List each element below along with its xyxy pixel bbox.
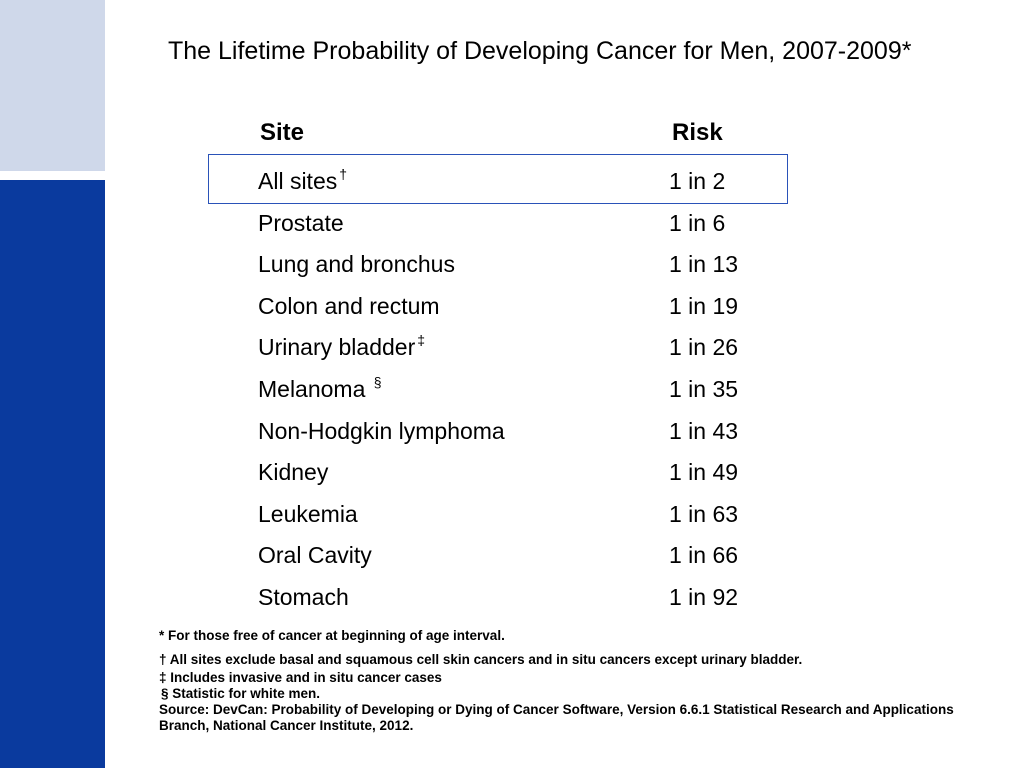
site-name: Colon and rectum [258, 292, 440, 319]
risk-table: All sites † 1 in 2 Prostate 1 in 6 Lung a… [258, 164, 818, 622]
table-row: Leukemia 1 in 63 [258, 497, 818, 539]
site-name: Kidney [258, 459, 329, 486]
table-row: Melanoma § 1 in 35 [258, 372, 818, 414]
site-name: Lung and bronchus [258, 251, 455, 278]
risk-value: 1 in 49 [669, 459, 739, 486]
footnote-mark: ‡ [417, 332, 426, 349]
table-row: Oral Cavity 1 in 66 [258, 538, 818, 580]
risk-value: 1 in 35 [669, 375, 739, 402]
site-name: Oral Cavity [258, 542, 372, 569]
column-header-site: Site [260, 119, 305, 146]
risk-value: 1 in 66 [669, 542, 739, 569]
decorative-band-light [0, 0, 105, 171]
footnote-includes: ‡ Includes invasive and in situ cancer c… [159, 670, 442, 685]
table-row: All sites † 1 in 2 [258, 164, 818, 206]
risk-value: 1 in 13 [669, 251, 739, 278]
all-sites-highlight-box [208, 154, 788, 204]
footnote-mark: § [373, 373, 382, 390]
column-header-risk: Risk [672, 119, 723, 146]
site-name: Urinary bladder ‡ [258, 332, 426, 361]
site-name: Melanoma § [258, 373, 382, 402]
risk-value: 1 in 92 [669, 583, 739, 610]
site-name: Stomach [258, 583, 349, 610]
table-row: Colon and rectum 1 in 19 [258, 289, 818, 331]
table-row: Prostate 1 in 6 [258, 206, 818, 248]
site-name: Leukemia [258, 500, 358, 527]
table-row: Stomach 1 in 92 [258, 580, 818, 622]
risk-value: 1 in 63 [669, 500, 739, 527]
footnote-source: Source: DevCan: Probability of Developin… [159, 702, 954, 733]
site-name: Non-Hodgkin lymphoma [258, 417, 505, 444]
decorative-band-dark [0, 180, 105, 768]
risk-value: 1 in 26 [669, 334, 739, 361]
site-name: All sites † [258, 166, 348, 194]
risk-value: 1 in 6 [669, 209, 726, 236]
risk-value: 1 in 43 [669, 417, 739, 444]
footnote-all-sites: † All sites exclude basal and squamous c… [159, 652, 803, 667]
table-row: Urinary bladder ‡ 1 in 26 [258, 330, 818, 372]
table-row: Kidney 1 in 49 [258, 455, 818, 497]
footnote-statistic: § Statistic for white men. [161, 686, 321, 701]
slide-title: The Lifetime Probability of Developing C… [168, 37, 912, 65]
footnote-mark: † [339, 166, 348, 182]
risk-value: 1 in 2 [669, 168, 726, 194]
footnote-free-of-cancer: * For those free of cancer at beginning … [159, 628, 505, 643]
footnotes: * For those free of cancer at beginning … [159, 628, 999, 734]
risk-value: 1 in 19 [669, 292, 739, 319]
table-row: Non-Hodgkin lymphoma 1 in 43 [258, 414, 818, 456]
site-name: Prostate [258, 209, 344, 236]
table-row: Lung and bronchus 1 in 13 [258, 247, 818, 289]
